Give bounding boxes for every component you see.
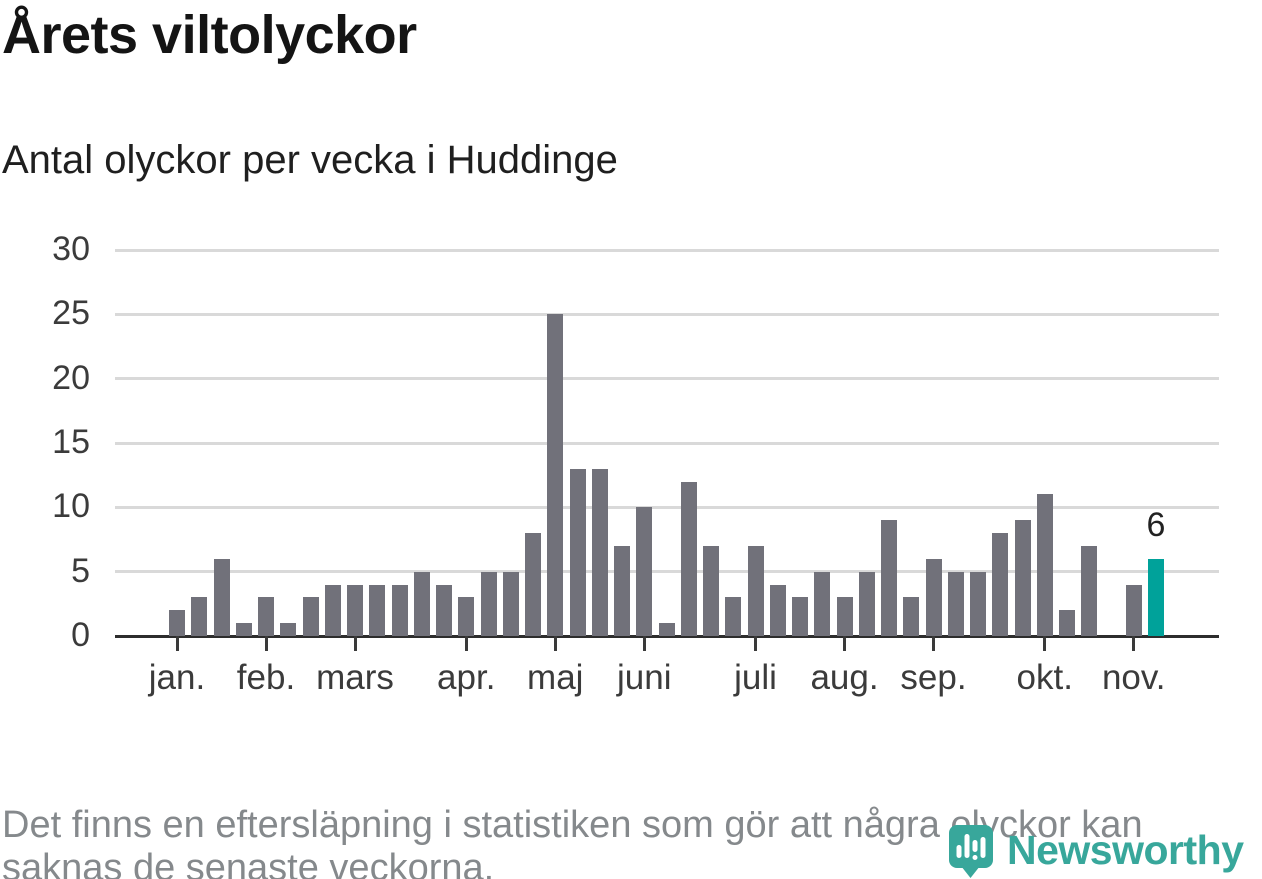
bar xyxy=(680,481,697,636)
bar xyxy=(814,571,831,636)
bar xyxy=(992,533,1009,636)
bar xyxy=(525,533,541,636)
bar xyxy=(591,468,608,636)
bar xyxy=(1081,545,1098,636)
logo-wordmark: Newsworthy xyxy=(1007,827,1244,873)
bar xyxy=(258,597,274,636)
bar xyxy=(947,571,964,636)
month-label: juni xyxy=(617,658,672,697)
month-tick xyxy=(932,636,935,651)
bar xyxy=(703,545,719,636)
y-tick-label: 15 xyxy=(52,423,90,461)
bar xyxy=(1014,520,1031,636)
month-label: sep. xyxy=(900,658,967,697)
bar xyxy=(636,507,653,636)
bar xyxy=(324,584,341,636)
y-tick-label: 5 xyxy=(71,551,90,590)
bar xyxy=(391,584,408,636)
bar xyxy=(213,558,230,636)
bar xyxy=(235,623,252,636)
y-tick-label: 10 xyxy=(52,487,90,526)
bar xyxy=(925,558,942,636)
bar xyxy=(347,584,363,636)
month-tick xyxy=(1132,636,1136,651)
bar xyxy=(725,597,742,636)
bar xyxy=(569,468,586,636)
bar xyxy=(502,571,519,636)
bar xyxy=(970,571,986,636)
month-label: okt. xyxy=(1016,658,1073,697)
month-label: apr. xyxy=(437,658,496,697)
month-label: aug. xyxy=(810,658,879,697)
gridline xyxy=(115,248,1219,252)
bar-value-label: 6 xyxy=(1146,505,1166,544)
y-tick-label: 25 xyxy=(52,294,90,333)
bar xyxy=(480,571,497,636)
bar xyxy=(436,584,452,636)
bar xyxy=(458,597,475,636)
bar xyxy=(769,584,786,636)
month-tick xyxy=(553,636,557,651)
month-tick xyxy=(1043,636,1047,651)
month-tick xyxy=(642,636,646,651)
bar xyxy=(302,597,319,636)
bar xyxy=(881,520,897,636)
bar xyxy=(169,610,185,636)
page-subtitle: Antal olyckor per vecka i Huddinge xyxy=(2,138,618,182)
bar xyxy=(792,597,808,636)
bar xyxy=(747,545,764,636)
bar xyxy=(614,545,630,636)
month-label: mars xyxy=(316,658,394,697)
bar xyxy=(280,623,297,636)
month-tick xyxy=(353,636,357,651)
gridline xyxy=(115,312,1219,316)
y-tick-label: 30 xyxy=(52,230,90,268)
month-tick xyxy=(264,636,268,651)
newsworthy-pin-icon xyxy=(949,825,993,878)
bar xyxy=(191,597,208,636)
bar xyxy=(369,584,386,636)
bar-chart: 6 jan. feb. mars apr. maj juni juli aug. sep. okt.… xyxy=(115,248,1219,697)
month-label: nov. xyxy=(1101,658,1166,697)
gridline xyxy=(115,505,1219,509)
bar xyxy=(836,597,853,636)
y-tick-label: 0 xyxy=(71,616,90,654)
bar xyxy=(1125,584,1142,636)
gridline xyxy=(115,441,1219,445)
month-label: maj xyxy=(527,658,584,697)
month-tick xyxy=(843,636,846,651)
month-label: jan. xyxy=(148,658,206,697)
bar xyxy=(1059,610,1075,636)
month-label: juli xyxy=(734,658,777,697)
gridline xyxy=(115,570,1219,574)
y-tick-label: 20 xyxy=(52,358,90,397)
bar xyxy=(903,597,920,636)
month-tick xyxy=(464,636,468,651)
bar xyxy=(858,571,875,636)
month-tick xyxy=(754,636,757,651)
bar xyxy=(413,571,430,636)
month-tick xyxy=(175,636,179,651)
gridline xyxy=(115,377,1219,381)
newsworthy-logo: Newsworthy xyxy=(948,824,1244,879)
bar xyxy=(547,314,564,636)
bar xyxy=(658,623,675,636)
bar xyxy=(1036,494,1053,636)
x-axis-line xyxy=(115,635,1219,638)
highlight-bar xyxy=(1148,558,1164,636)
month-label: feb. xyxy=(236,658,296,697)
page-title: Årets viltolyckor xyxy=(2,5,417,65)
